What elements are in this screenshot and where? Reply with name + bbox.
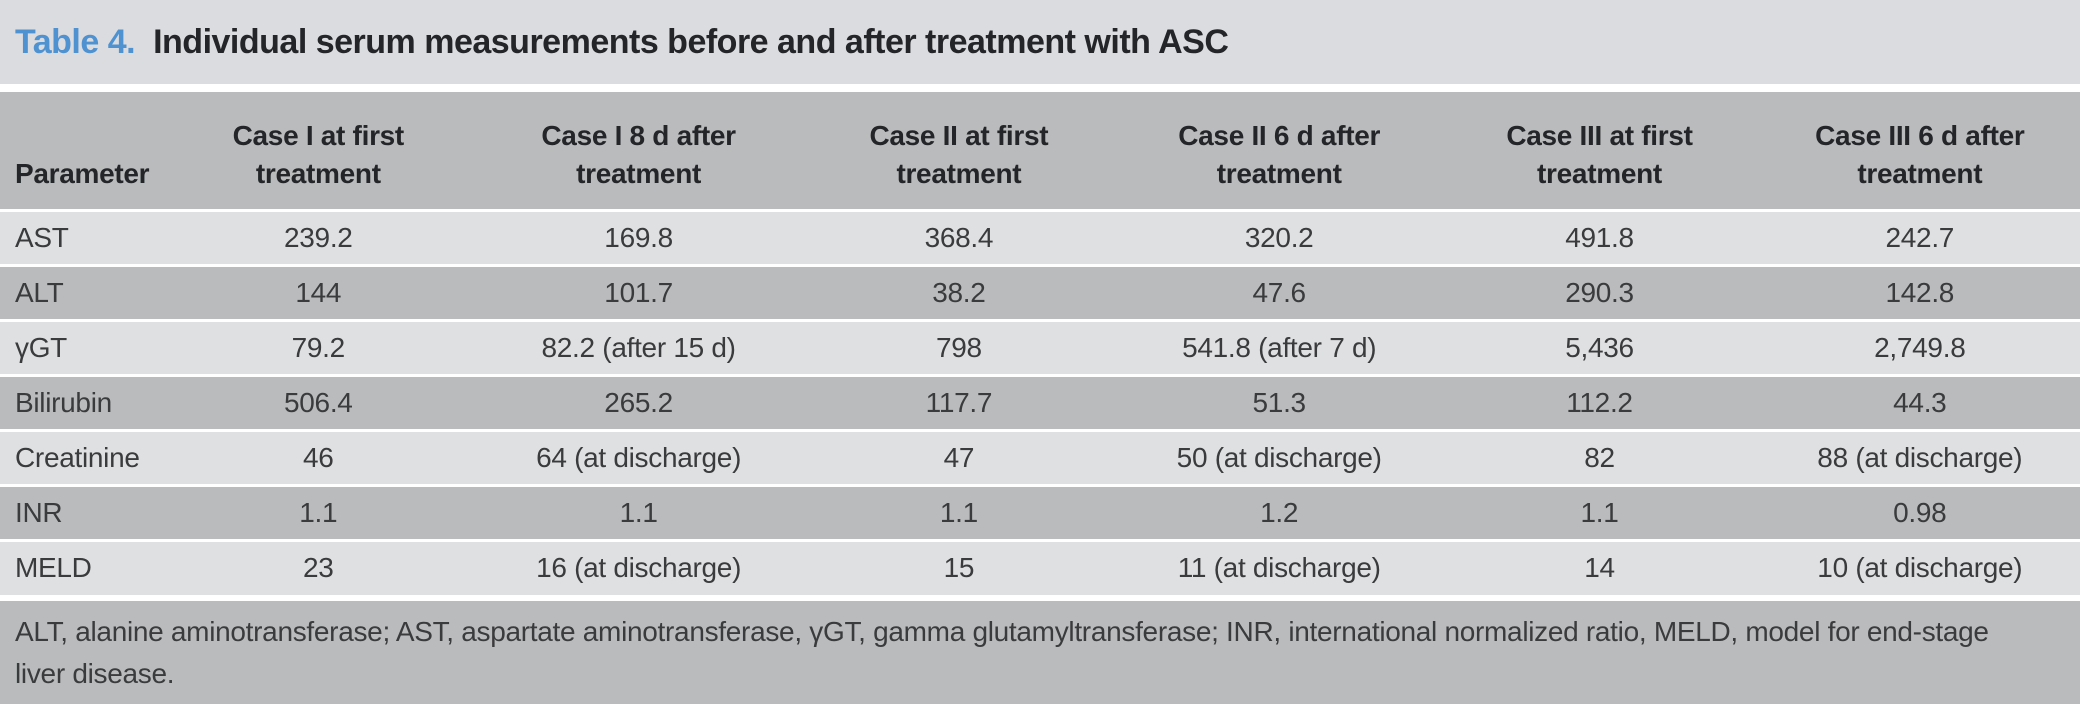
value-cell: 320.2 xyxy=(1119,208,1440,265)
table-row-meld: MELD 23 16 (at discharge) 15 11 (at disc… xyxy=(0,538,2080,595)
value-cell: 1.1 xyxy=(1439,483,1760,540)
value-cell: 265.2 xyxy=(478,373,799,430)
table-number-label: Table 4. xyxy=(15,22,136,61)
value-cell: 82 xyxy=(1439,428,1760,485)
value-cell: 16 (at discharge) xyxy=(478,538,799,595)
header-row: Parameter Case I at first treatment Case… xyxy=(0,92,2080,210)
table-row-bilirubin: Bilirubin 506.4 265.2 117.7 51.3 112.2 4… xyxy=(0,373,2080,430)
footnote-band: ALT, alanine aminotransferase; AST, aspa… xyxy=(0,601,2080,704)
serum-measurements-table: Parameter Case I at first treatment Case… xyxy=(0,92,2080,595)
value-cell: 506.4 xyxy=(158,373,479,430)
value-cell: 2,749.8 xyxy=(1759,318,2080,375)
column-header-case2-after: Case II 6 d after treatment xyxy=(1119,92,1440,210)
value-cell: 117.7 xyxy=(798,373,1120,430)
value-cell: 0.98 xyxy=(1759,483,2080,540)
table-row-ggt: γGT 79.2 82.2 (after 15 d) 798 541.8 (af… xyxy=(0,318,2080,375)
value-cell: 1.1 xyxy=(158,483,479,540)
value-cell: 798 xyxy=(798,318,1120,375)
value-cell: 1.1 xyxy=(478,483,799,540)
value-cell: 290.3 xyxy=(1439,263,1760,320)
value-cell: 44.3 xyxy=(1759,373,2080,430)
value-cell: 10 (at discharge) xyxy=(1759,538,2080,595)
parameter-cell: γGT xyxy=(0,318,159,375)
parameter-cell: Creatinine xyxy=(0,428,159,485)
parameter-cell: MELD xyxy=(0,538,159,595)
value-cell: 50 (at discharge) xyxy=(1119,428,1440,485)
value-cell: 5,436 xyxy=(1439,318,1760,375)
value-cell: 491.8 xyxy=(1439,208,1760,265)
value-cell: 38.2 xyxy=(798,263,1120,320)
table-row-ast: AST 239.2 169.8 368.4 320.2 491.8 242.7 xyxy=(0,208,2080,265)
value-cell: 51.3 xyxy=(1119,373,1440,430)
value-cell: 368.4 xyxy=(798,208,1120,265)
value-cell: 242.7 xyxy=(1759,208,2080,265)
value-cell: 15 xyxy=(798,538,1120,595)
value-cell: 11 (at discharge) xyxy=(1119,538,1440,595)
value-cell: 169.8 xyxy=(478,208,799,265)
value-cell: 64 (at discharge) xyxy=(478,428,799,485)
parameter-cell: ALT xyxy=(0,263,159,320)
column-header-case2-first: Case II at first treatment xyxy=(798,92,1120,210)
value-cell: 46 xyxy=(158,428,479,485)
value-cell: 14 xyxy=(1439,538,1760,595)
column-header-case3-first: Case III at first treatment xyxy=(1439,92,1760,210)
footnote-text: ALT, alanine aminotransferase; AST, aspa… xyxy=(15,616,1989,689)
value-cell: 1.1 xyxy=(798,483,1120,540)
column-header-case3-after: Case III 6 d after treatment xyxy=(1759,92,2080,210)
column-header-case1-after: Case I 8 d after treatment xyxy=(478,92,799,210)
table-row-inr: INR 1.1 1.1 1.1 1.2 1.1 0.98 xyxy=(0,483,2080,540)
value-cell: 47.6 xyxy=(1119,263,1440,320)
value-cell: 1.2 xyxy=(1119,483,1440,540)
table-caption: Table 4. Individual serum measurements b… xyxy=(0,0,2080,84)
column-header-case1-first: Case I at first treatment xyxy=(158,92,479,210)
value-cell: 23 xyxy=(158,538,479,595)
value-cell: 79.2 xyxy=(158,318,479,375)
table-row-creatinine: Creatinine 46 64 (at discharge) 47 50 (a… xyxy=(0,428,2080,485)
value-cell: 82.2 (after 15 d) xyxy=(478,318,799,375)
parameter-cell: AST xyxy=(0,208,159,265)
value-cell: 239.2 xyxy=(158,208,479,265)
value-cell: 144 xyxy=(158,263,479,320)
value-cell: 101.7 xyxy=(478,263,799,320)
value-cell: 47 xyxy=(798,428,1120,485)
column-header-parameter: Parameter xyxy=(0,92,159,210)
parameter-cell: Bilirubin xyxy=(0,373,159,430)
table-row-alt: ALT 144 101.7 38.2 47.6 290.3 142.8 xyxy=(0,263,2080,320)
value-cell: 142.8 xyxy=(1759,263,2080,320)
caption-table-divider xyxy=(0,84,2080,92)
table-title: Individual serum measurements before and… xyxy=(153,22,1229,61)
value-cell: 88 (at discharge) xyxy=(1759,428,2080,485)
value-cell: 112.2 xyxy=(1439,373,1760,430)
value-cell: 541.8 (after 7 d) xyxy=(1119,318,1440,375)
table-footnote-divider xyxy=(0,595,2080,601)
parameter-cell: INR xyxy=(0,483,159,540)
